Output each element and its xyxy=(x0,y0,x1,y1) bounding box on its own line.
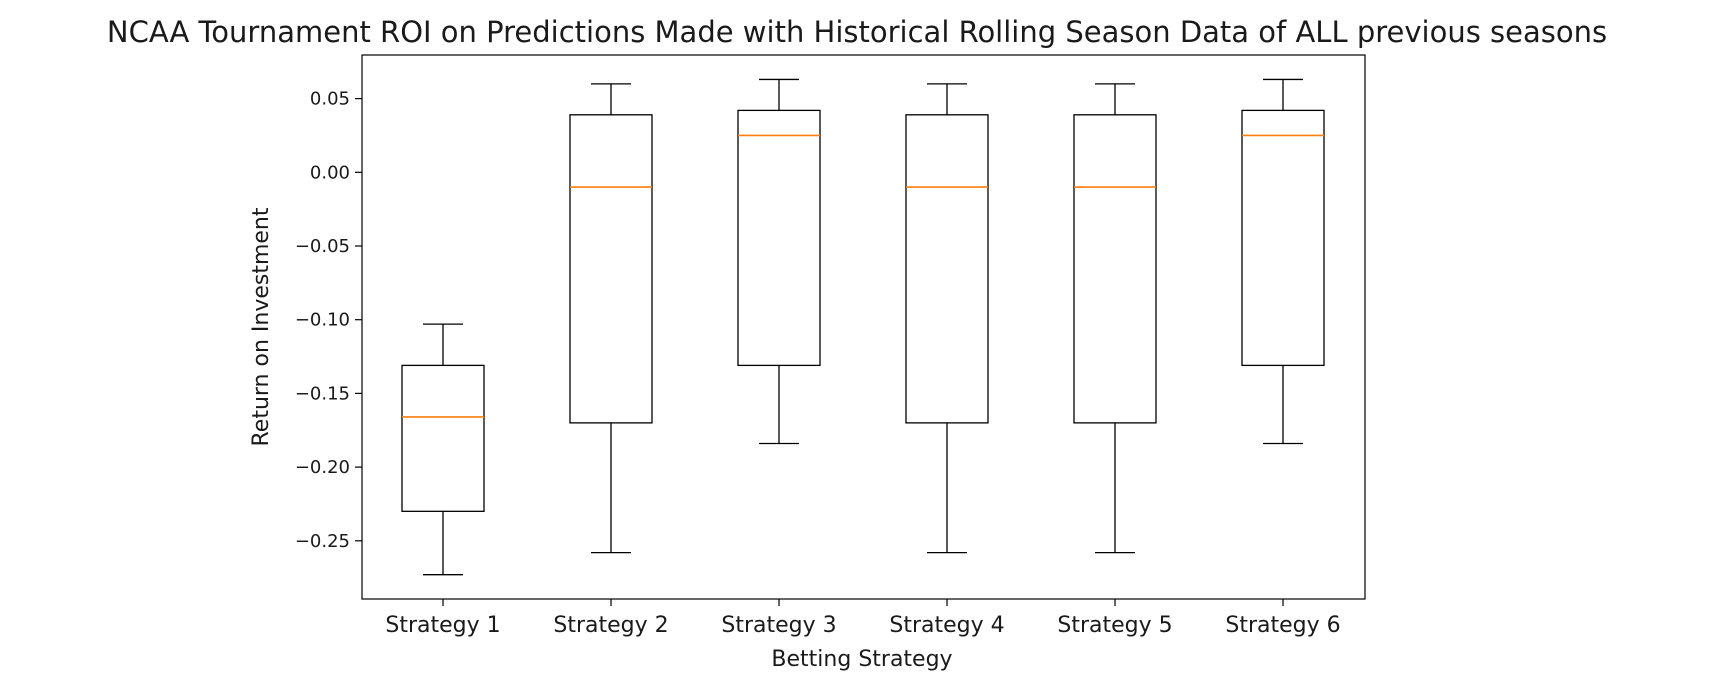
x-axis-label: Betting Strategy xyxy=(771,647,952,672)
box-2 xyxy=(569,83,653,554)
y-tick-label: 0.00 xyxy=(310,162,350,183)
iqr-box xyxy=(569,114,653,424)
y-tick-label: 0.05 xyxy=(310,89,350,110)
box-1 xyxy=(401,323,485,576)
box-4 xyxy=(905,83,989,554)
y-tick-label: −0.20 xyxy=(295,457,350,478)
plot-area-frame xyxy=(361,54,1366,600)
iqr-box xyxy=(1241,109,1325,367)
chart-title: NCAA Tournament ROI on Predictions Made … xyxy=(107,15,1607,49)
iqr-box xyxy=(401,364,485,512)
box-3 xyxy=(737,78,821,445)
iqr-box xyxy=(905,114,989,424)
y-axis: 0.05 0.00 −0.05 −0.10 −0.15 −0.20 −0.25 xyxy=(295,89,362,552)
box-6 xyxy=(1241,78,1325,445)
y-axis-label: Return on Investment xyxy=(249,207,274,446)
x-tick-label: Strategy 4 xyxy=(889,613,1004,638)
x-tick-label: Strategy 5 xyxy=(1057,613,1172,638)
y-tick-label: −0.25 xyxy=(295,531,350,552)
x-tick-label: Strategy 6 xyxy=(1225,613,1340,638)
x-tick-label: Strategy 1 xyxy=(385,613,500,638)
x-tick-label: Strategy 2 xyxy=(553,613,668,638)
boxes-group xyxy=(401,78,1325,576)
y-tick-label: −0.10 xyxy=(295,310,350,331)
box-5 xyxy=(1073,83,1157,554)
x-axis: Strategy 1 Strategy 2 Strategy 3 Strategy 4… xyxy=(385,599,1341,638)
y-tick-label: −0.05 xyxy=(295,236,350,257)
x-tick-label: Strategy 3 xyxy=(721,613,836,638)
iqr-box xyxy=(737,109,821,367)
y-tick-label: −0.15 xyxy=(295,383,350,404)
iqr-box xyxy=(1073,114,1157,424)
